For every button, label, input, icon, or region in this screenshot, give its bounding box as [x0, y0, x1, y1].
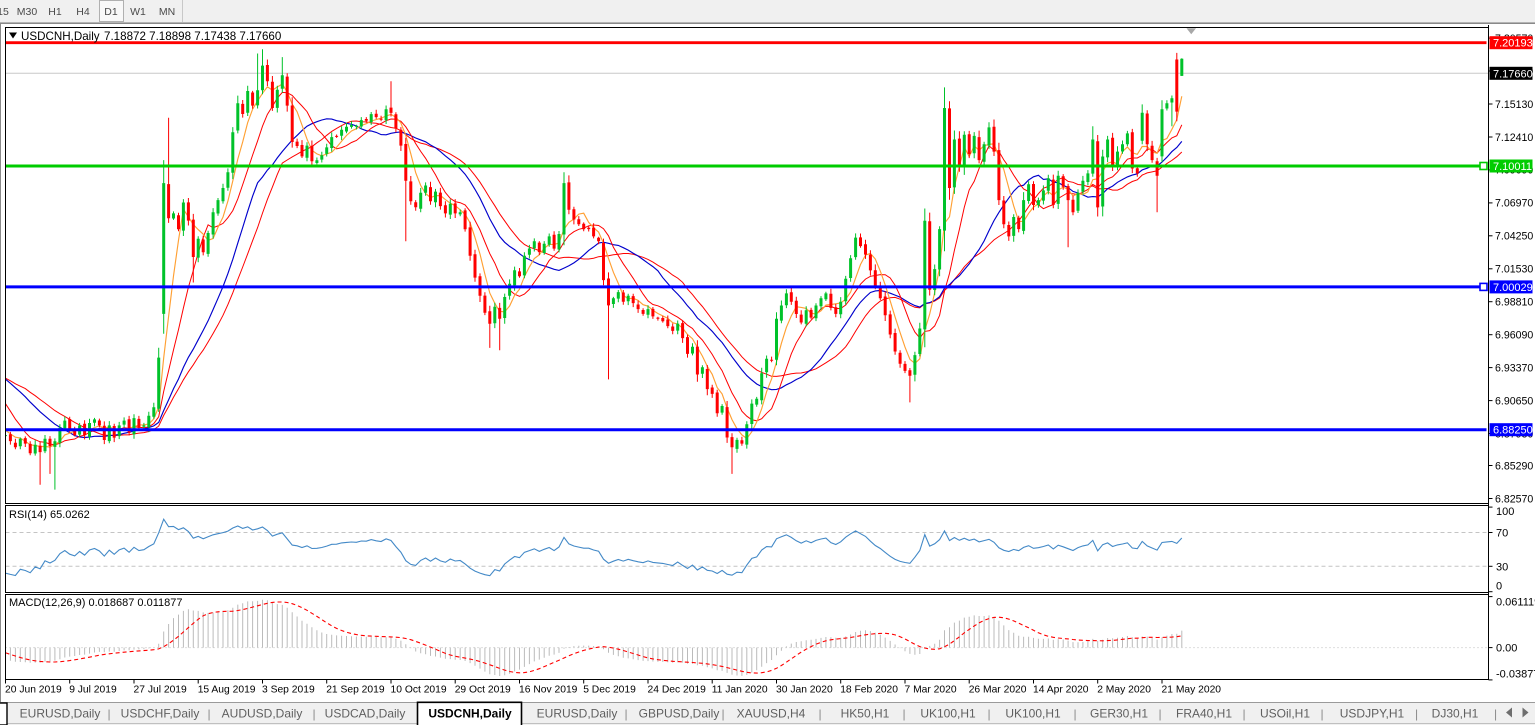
svg-text:XAUUSD,H4: XAUUSD,H4 [737, 707, 806, 721]
svg-text:7.06970: 7.06970 [1495, 198, 1533, 210]
svg-text:5 Dec 2019: 5 Dec 2019 [583, 685, 636, 696]
svg-text:29 Oct 2019: 29 Oct 2019 [455, 685, 511, 696]
svg-text:7.00029: 7.00029 [1493, 282, 1533, 294]
svg-text:21 May 2020: 21 May 2020 [1162, 685, 1222, 696]
svg-text:2 May 2020: 2 May 2020 [1097, 685, 1151, 696]
svg-text:100: 100 [1496, 506, 1514, 518]
svg-text:7.17660: 7.17660 [1493, 68, 1533, 80]
svg-text:AUDUSD,Daily: AUDUSD,Daily [222, 707, 303, 721]
svg-text:10 Oct 2019: 10 Oct 2019 [391, 685, 447, 696]
svg-text:|: | [1073, 707, 1076, 721]
svg-text:|: | [1320, 707, 1323, 721]
svg-text:0: 0 [1496, 581, 1502, 593]
svg-text:GBPUSD,Daily: GBPUSD,Daily [639, 707, 720, 721]
svg-text:18 Feb 2020: 18 Feb 2020 [840, 685, 898, 696]
svg-text:|: | [207, 707, 210, 721]
svg-text:|: | [312, 707, 315, 721]
svg-text:EURUSD,Daily: EURUSD,Daily [537, 707, 618, 721]
svg-text:7.04250: 7.04250 [1495, 231, 1533, 243]
svg-text:30 Jan 2020: 30 Jan 2020 [776, 685, 833, 696]
svg-text:7.15130: 7.15130 [1495, 99, 1533, 111]
svg-text:0.00: 0.00 [1496, 643, 1517, 655]
svg-text:7.12410: 7.12410 [1495, 132, 1533, 144]
svg-text:6.98810: 6.98810 [1495, 297, 1533, 309]
svg-text:HK50,H1: HK50,H1 [841, 707, 890, 721]
svg-text:70: 70 [1496, 528, 1508, 540]
svg-text:15: 15 [0, 6, 9, 18]
svg-text:30: 30 [1496, 561, 1508, 573]
svg-text:26 Mar 2020: 26 Mar 2020 [969, 685, 1027, 696]
svg-text:FRA40,H1: FRA40,H1 [1176, 707, 1232, 721]
svg-text:24 Dec 2019: 24 Dec 2019 [648, 685, 707, 696]
svg-text:USOil,H1: USOil,H1 [1260, 707, 1310, 721]
svg-text:6.82570: 6.82570 [1495, 493, 1533, 505]
svg-text:7 Mar 2020: 7 Mar 2020 [905, 685, 957, 696]
svg-text:6.96090: 6.96090 [1495, 330, 1533, 342]
svg-text:USDCNH,Daily: USDCNH,Daily [21, 30, 100, 43]
svg-text:14 Apr 2020: 14 Apr 2020 [1033, 685, 1089, 696]
svg-text:|: | [721, 707, 724, 721]
svg-text:|: | [1242, 707, 1245, 721]
svg-text:15 Aug 2019: 15 Aug 2019 [198, 685, 256, 696]
svg-text:H1: H1 [48, 6, 62, 18]
svg-text:H4: H4 [76, 6, 90, 18]
svg-text:D1: D1 [104, 6, 118, 18]
svg-text:|: | [1494, 707, 1497, 721]
svg-text:|: | [1158, 707, 1161, 721]
svg-text:GER30,H1: GER30,H1 [1090, 707, 1148, 721]
svg-text:|: | [107, 707, 110, 721]
svg-text:|: | [624, 707, 627, 721]
svg-text:7.20193: 7.20193 [1493, 38, 1533, 50]
svg-text:21 Sep 2019: 21 Sep 2019 [326, 685, 385, 696]
svg-text:7.01530: 7.01530 [1495, 264, 1533, 276]
svg-text:6.93370: 6.93370 [1495, 362, 1533, 374]
svg-text:|: | [987, 707, 990, 721]
svg-text:|: | [818, 707, 821, 721]
svg-text:7.18872 7.18898 7.17438 7.1766: 7.18872 7.18898 7.17438 7.17660 [104, 30, 281, 43]
svg-text:MN: MN [159, 6, 175, 18]
svg-text:USDCHF,Daily: USDCHF,Daily [121, 707, 200, 721]
svg-text:|: | [902, 707, 905, 721]
svg-text:3 Sep 2019: 3 Sep 2019 [262, 685, 315, 696]
svg-text:9 Jul 2019: 9 Jul 2019 [69, 685, 117, 696]
svg-text:EURUSD,Daily: EURUSD,Daily [20, 707, 101, 721]
svg-text:7.10011: 7.10011 [1493, 161, 1532, 173]
svg-text:20 Jun 2019: 20 Jun 2019 [5, 685, 62, 696]
svg-text:0.061119: 0.061119 [1496, 597, 1535, 609]
svg-text:UK100,H1: UK100,H1 [920, 707, 976, 721]
svg-text:6.88250: 6.88250 [1493, 425, 1533, 437]
svg-text:UK100,H1: UK100,H1 [1005, 707, 1061, 721]
svg-text:11 Jan 2020: 11 Jan 2020 [712, 685, 768, 696]
svg-text:-0.038777: -0.038777 [1496, 669, 1535, 681]
svg-text:6.90650: 6.90650 [1495, 395, 1533, 407]
svg-text:USDCNH,Daily: USDCNH,Daily [428, 707, 512, 721]
svg-text:6.85290: 6.85290 [1495, 460, 1533, 472]
svg-text:MACD(12,26,9) 0.018687 0.01187: MACD(12,26,9) 0.018687 0.011877 [9, 597, 182, 609]
svg-text:RSI(14) 65.0262: RSI(14) 65.0262 [9, 509, 90, 521]
svg-text:27 Jul 2019: 27 Jul 2019 [134, 685, 188, 696]
svg-text:DJ30,H1: DJ30,H1 [1432, 707, 1479, 721]
svg-text:USDJPY,H1: USDJPY,H1 [1340, 707, 1405, 721]
svg-text:M30: M30 [17, 6, 38, 18]
svg-text:16 Nov 2019: 16 Nov 2019 [519, 685, 578, 696]
svg-text:W1: W1 [130, 6, 146, 18]
svg-text:USDCAD,Daily: USDCAD,Daily [325, 707, 406, 721]
svg-text:|: | [1415, 707, 1418, 721]
